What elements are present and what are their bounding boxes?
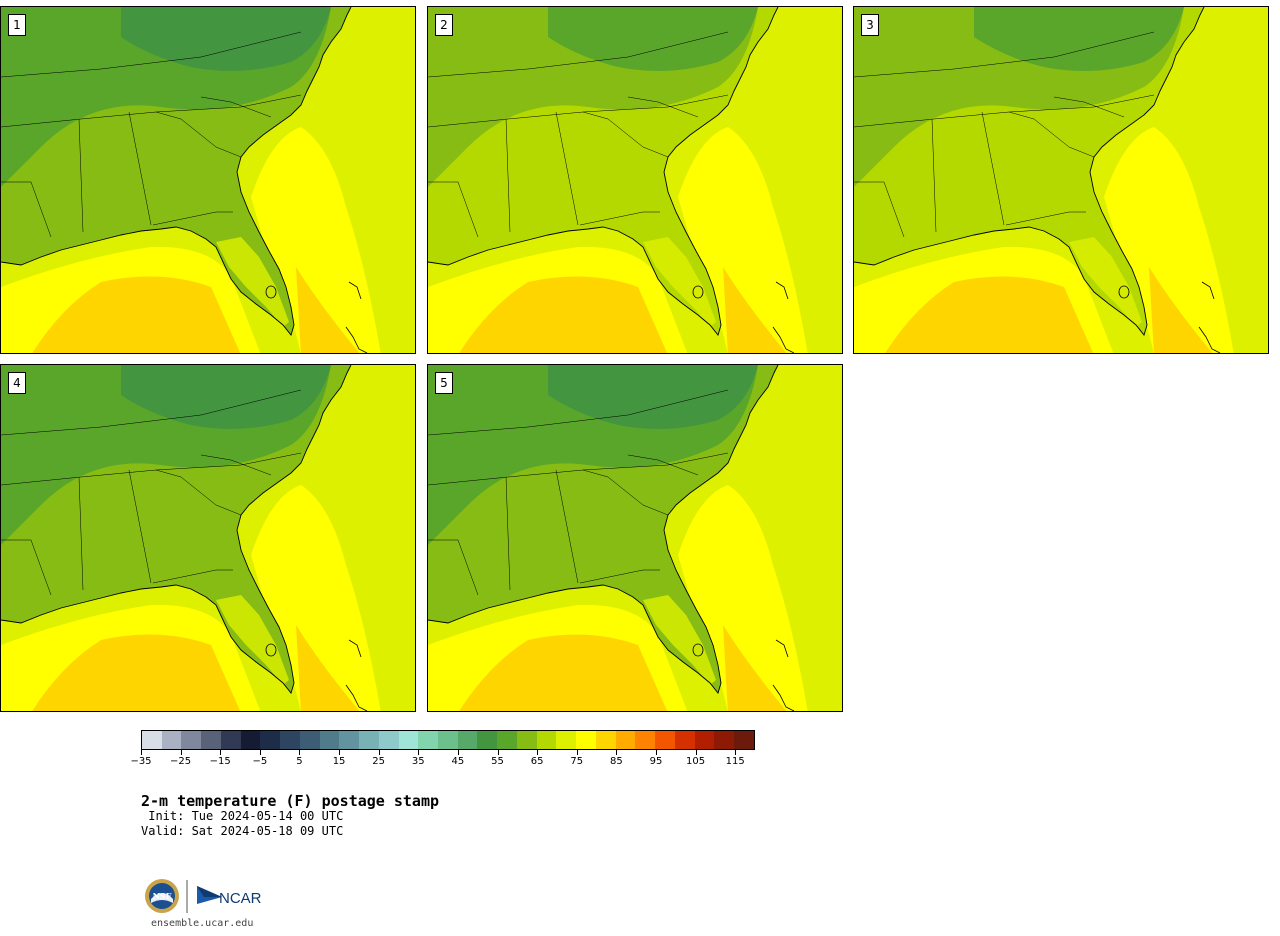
colorbar-swatch bbox=[280, 731, 300, 749]
svg-text:NSF: NSF bbox=[153, 891, 172, 901]
colorbar-swatch bbox=[438, 731, 458, 749]
colorbar-swatch bbox=[576, 731, 596, 749]
ncar-logo-icon: NCAR bbox=[197, 886, 262, 907]
colorbar-tick bbox=[378, 750, 380, 755]
colorbar-tick bbox=[141, 750, 142, 755]
colorbar-swatch bbox=[319, 731, 340, 749]
ensemble-member-panel-4: 4 bbox=[0, 364, 416, 712]
temperature-map-1 bbox=[1, 7, 415, 353]
colorbar-tick-label: −5 bbox=[252, 756, 268, 767]
colorbar-swatch bbox=[615, 731, 636, 749]
colorbar-tick bbox=[457, 750, 459, 755]
temperature-map-3 bbox=[854, 7, 1268, 353]
colorbar-swatch bbox=[734, 731, 754, 749]
colorbar-tick bbox=[576, 750, 578, 755]
panel-number-3: 3 bbox=[861, 14, 879, 36]
colorbar-swatch bbox=[536, 731, 557, 749]
colorbar-tick-label: 85 bbox=[609, 756, 623, 767]
panel-number-4: 4 bbox=[8, 372, 26, 394]
colorbar-swatch bbox=[299, 731, 320, 749]
colorbar-ticks: −35 −25 −15 −5 5 15 25 35 45 55 65 75 85 95 105 115 bbox=[130, 750, 755, 774]
colorbar-swatch bbox=[161, 731, 182, 749]
colorbar-tick-label: −15 bbox=[209, 756, 231, 767]
colorbar-swatch bbox=[142, 731, 162, 749]
colorbar-tick-label: −35 bbox=[130, 756, 152, 767]
colorbar-swatch bbox=[674, 731, 695, 749]
colorbar-tick-label: 45 bbox=[451, 756, 465, 767]
colorbar-tick-label: 15 bbox=[332, 756, 346, 767]
colorbar-tick bbox=[339, 750, 341, 755]
init-time: Init: Tue 2024-05-14 00 UTC bbox=[141, 809, 344, 823]
colorbar-tick bbox=[497, 750, 499, 755]
colorbar-tick-label: 35 bbox=[411, 756, 425, 767]
colorbar-swatch bbox=[339, 731, 360, 749]
colorbar-swatch bbox=[477, 731, 498, 749]
colorbar-swatch bbox=[497, 731, 517, 749]
colorbar-tick bbox=[735, 750, 737, 755]
chart-title: 2-m temperature (F) postage stamp bbox=[141, 792, 440, 810]
colorbar-tick-label: 55 bbox=[491, 756, 504, 767]
colorbar-swatch bbox=[516, 731, 537, 749]
temperature-map-4 bbox=[1, 365, 415, 711]
colorbar-tick-label: 95 bbox=[649, 756, 663, 767]
temperature-colorbar bbox=[141, 730, 755, 750]
colorbar-swatch bbox=[418, 731, 439, 749]
colorbar-swatch bbox=[556, 731, 577, 749]
panel-number-2: 2 bbox=[435, 14, 453, 36]
colorbar-tick bbox=[537, 750, 539, 755]
colorbar-tick-label: 75 bbox=[570, 756, 584, 767]
website-label: ensemble.ucar.edu bbox=[151, 918, 254, 929]
colorbar-swatch bbox=[260, 731, 281, 749]
nsf-seal-icon: NSF bbox=[145, 879, 179, 913]
colorbar-tick-label: 25 bbox=[372, 756, 386, 767]
colorbar-swatch bbox=[378, 731, 399, 749]
colorbar-swatch bbox=[398, 731, 419, 749]
colorbar-tick-label: 105 bbox=[686, 756, 706, 767]
valid-time: Valid: Sat 2024-05-18 09 UTC bbox=[141, 824, 344, 838]
colorbar-tick bbox=[220, 750, 222, 755]
colorbar-tick bbox=[259, 750, 261, 755]
temperature-map-2 bbox=[428, 7, 842, 353]
colorbar-tick bbox=[418, 750, 420, 755]
ensemble-member-panel-5: 5 bbox=[427, 364, 843, 712]
colorbar-tick-label: 115 bbox=[725, 756, 745, 767]
temperature-map-5 bbox=[428, 365, 842, 711]
ensemble-member-panel-2: 2 bbox=[427, 6, 843, 354]
colorbar-tick-label: 65 bbox=[530, 756, 544, 767]
colorbar-swatch bbox=[714, 731, 735, 749]
colorbar-swatch bbox=[201, 731, 221, 749]
nsf-ncar-logo: NSF NCAR bbox=[144, 877, 274, 917]
colorbar-tick bbox=[695, 750, 697, 755]
svg-text:NCAR: NCAR bbox=[219, 890, 262, 907]
panel-number-5: 5 bbox=[435, 372, 453, 394]
colorbar-swatch bbox=[220, 731, 241, 749]
panel-number-1: 1 bbox=[8, 14, 26, 36]
colorbar-tick-label: 5 bbox=[296, 756, 303, 767]
colorbar-tick bbox=[616, 750, 618, 755]
ensemble-member-panel-1: 1 bbox=[0, 6, 416, 354]
colorbar-tick bbox=[655, 750, 657, 755]
colorbar-swatch bbox=[359, 731, 379, 749]
colorbar-tick bbox=[180, 750, 182, 755]
colorbar-swatch bbox=[635, 731, 656, 749]
colorbar-swatch bbox=[655, 731, 675, 749]
colorbar-swatch bbox=[457, 731, 478, 749]
colorbar-swatch bbox=[181, 731, 202, 749]
colorbar-swatch bbox=[240, 731, 261, 749]
colorbar-tick-label: −25 bbox=[170, 756, 192, 767]
colorbar-tick bbox=[299, 750, 301, 755]
colorbar-swatch bbox=[595, 731, 616, 749]
colorbar-swatch bbox=[694, 731, 715, 749]
ensemble-member-panel-3: 3 bbox=[853, 6, 1269, 354]
